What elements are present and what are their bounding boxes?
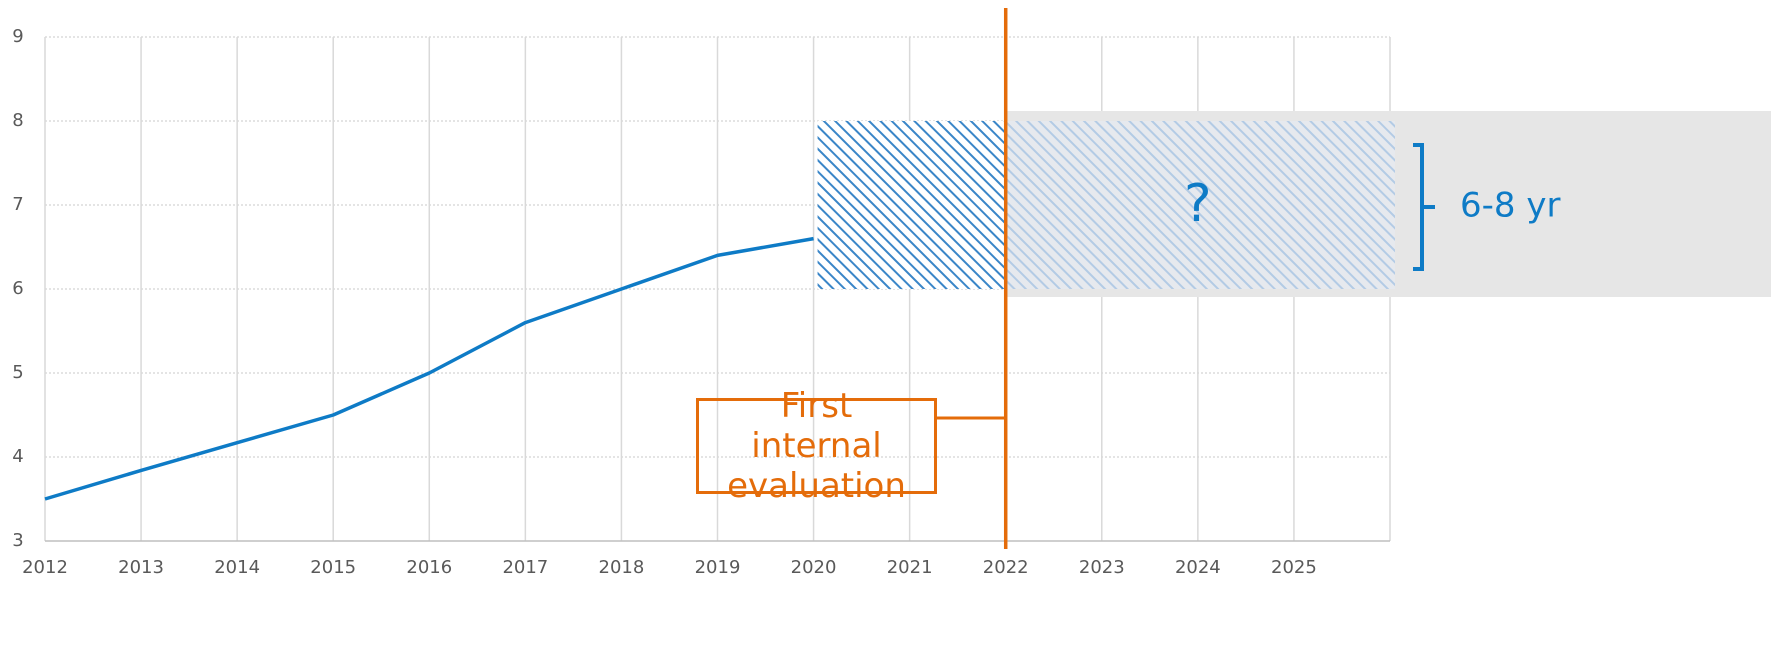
hatch-future [1005, 121, 1395, 289]
y-tick-label: 7 [12, 194, 23, 215]
y-tick-label: 3 [12, 530, 23, 551]
x-tick-label: 2015 [310, 557, 356, 578]
hatch-past [817, 121, 1006, 289]
x-tick-label: 2013 [118, 557, 164, 578]
x-tick-label: 2016 [406, 557, 452, 578]
x-tick-label: 2018 [599, 557, 645, 578]
x-tick-label: 2025 [1271, 557, 1317, 578]
y-tick-label: 5 [12, 362, 23, 383]
y-tick-label: 6 [12, 278, 23, 299]
y-tick-label: 4 [12, 446, 23, 467]
x-tick-label: 2024 [1175, 557, 1221, 578]
x-tick-label: 2017 [502, 557, 548, 578]
x-tick-label: 2019 [695, 557, 741, 578]
x-tick-label: 2020 [791, 557, 837, 578]
x-tick-label: 2012 [22, 557, 68, 578]
data-line [44, 236, 814, 501]
x-tick-label: 2014 [214, 557, 260, 578]
x-tick-label: 2021 [887, 557, 933, 578]
x-tick-label: 2022 [983, 557, 1029, 578]
x-tick-label: 2023 [1079, 557, 1125, 578]
y-tick-label: 9 [12, 26, 23, 47]
span-label: 6-8 yr [1460, 186, 1560, 226]
annotation-box: First internal evaluation [696, 386, 937, 506]
band-label: ? [1184, 174, 1212, 234]
y-tick-label: 8 [12, 110, 23, 131]
